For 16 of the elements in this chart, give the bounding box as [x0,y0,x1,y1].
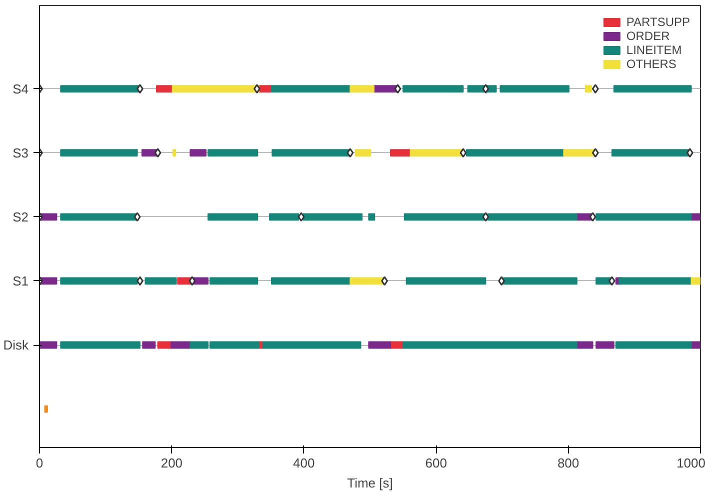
legend-label: LINEITEM [626,43,682,57]
legend-label: PARTSUPP [626,15,690,29]
y-tick-label: Disk [3,338,29,353]
y-tick-label: S4 [12,81,29,96]
x-tick-label: 1000 [676,456,705,470]
y-tick-label: S2 [12,209,29,224]
legend-label: OTHERS [626,57,676,71]
y-tick-label: S3 [12,145,29,160]
y-tick-label: S1 [12,273,29,288]
x-tick-label: 400 [293,456,315,470]
x-tick-label: 600 [425,456,447,470]
x-tick-label: 200 [160,456,183,470]
x-tick-label: 0 [36,456,44,470]
legend-label: ORDER [626,29,670,43]
x-axis-title: Time [s] [347,476,393,490]
x-tick-label: 800 [557,456,580,470]
